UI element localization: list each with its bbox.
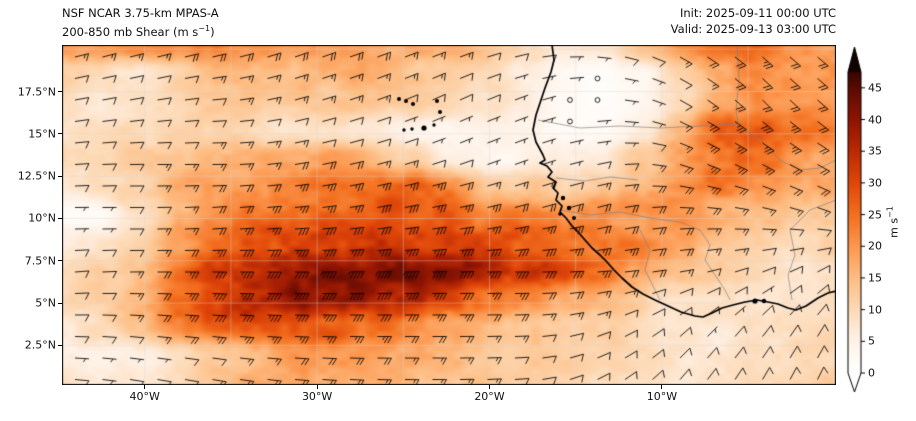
tick-mark <box>58 91 62 93</box>
y-tick-label: 12.5°N <box>17 169 56 183</box>
x-tick-label: 30°W <box>301 390 333 403</box>
map-frame <box>62 45 836 385</box>
x-tick-label: 10°W <box>646 390 678 403</box>
plot-subtitle: 200-850 mb Shear (m s−1) <box>62 24 215 39</box>
tick-mark <box>316 385 318 389</box>
y-tick-label: 5°N <box>35 296 56 310</box>
y-tick-label: 7.5°N <box>24 254 56 268</box>
colorbar-tick-label: 15 <box>868 271 882 285</box>
run-time-block: Init: 2025-09-11 00:00 UTC Valid: 2025-0… <box>671 5 836 37</box>
colorbar-unit-label: m s−1 <box>885 206 901 238</box>
tick-mark <box>58 175 62 177</box>
colorbar <box>846 44 916 396</box>
plot-title: NSF NCAR 3.75-km MPAS-A <box>62 6 219 20</box>
init-time: Init: 2025-09-11 00:00 UTC <box>680 6 836 20</box>
y-tick-label: 17.5°N <box>17 85 56 99</box>
colorbar-tick-label: 25 <box>868 208 882 222</box>
tick-mark <box>58 133 62 135</box>
tick-mark <box>58 344 62 346</box>
colorbar-tick-label: 20 <box>868 239 882 253</box>
title-block: NSF NCAR 3.75-km MPAS-A 200-850 mb Shear… <box>62 5 219 40</box>
map-canvas <box>62 45 836 385</box>
y-tick-label: 15°N <box>28 127 56 141</box>
y-tick-label: 10°N <box>28 211 56 225</box>
tick-mark <box>58 260 62 262</box>
x-tick-label: 40°W <box>129 390 160 403</box>
tick-mark <box>661 385 663 389</box>
valid-time: Valid: 2025-09-13 03:00 UTC <box>670 22 836 36</box>
subtitle-superscript: −1 <box>198 24 211 33</box>
tick-mark <box>489 385 490 389</box>
colorbar-tick-label: 5 <box>868 334 875 348</box>
y-tick-label: 2.5°N <box>24 338 56 352</box>
colorbar-tick-label: 40 <box>868 113 882 127</box>
colorbar-tick-label: 30 <box>868 176 882 190</box>
colorbar-tick-label: 10 <box>868 303 882 317</box>
tick-mark <box>58 302 62 304</box>
tick-mark <box>144 385 146 389</box>
tick-mark <box>58 217 62 219</box>
colorbar-tick-label: 35 <box>868 144 882 158</box>
x-tick-label: 20°W <box>474 390 505 403</box>
colorbar-tick-label: 45 <box>868 81 882 95</box>
colorbar-tick-label: 0 <box>868 366 875 380</box>
colorbar-unit-superscript: −1 <box>885 206 895 218</box>
